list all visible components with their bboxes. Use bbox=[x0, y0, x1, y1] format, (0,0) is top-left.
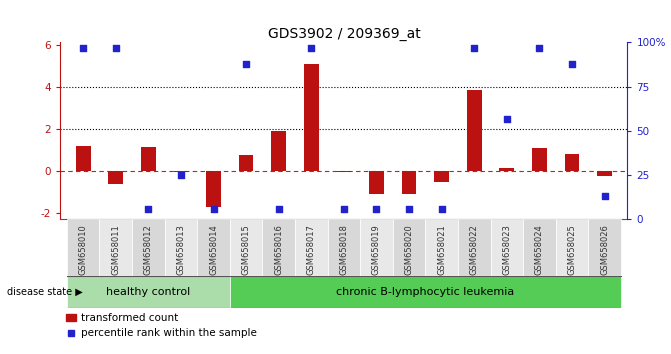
Point bbox=[404, 206, 415, 212]
Bar bbox=[141, 147, 156, 171]
Text: GSM658026: GSM658026 bbox=[600, 224, 609, 275]
Bar bbox=[360, 219, 393, 276]
Point bbox=[566, 61, 577, 67]
Text: GSM658018: GSM658018 bbox=[340, 224, 348, 275]
Bar bbox=[523, 219, 556, 276]
Bar bbox=[369, 171, 384, 194]
Bar bbox=[99, 219, 132, 276]
Point bbox=[501, 116, 512, 121]
Text: GSM658016: GSM658016 bbox=[274, 224, 283, 275]
Text: GSM658021: GSM658021 bbox=[437, 224, 446, 275]
Bar bbox=[393, 219, 425, 276]
Bar bbox=[230, 219, 262, 276]
Bar bbox=[67, 276, 230, 308]
Bar bbox=[402, 171, 417, 194]
Point bbox=[469, 45, 480, 51]
Bar bbox=[174, 171, 189, 172]
Bar bbox=[239, 155, 254, 171]
Bar bbox=[327, 219, 360, 276]
Bar bbox=[565, 154, 579, 171]
Text: GSM658011: GSM658011 bbox=[111, 224, 120, 275]
Point bbox=[599, 194, 610, 199]
Text: GSM658013: GSM658013 bbox=[176, 224, 185, 275]
Point bbox=[143, 206, 154, 212]
Text: GSM658010: GSM658010 bbox=[79, 224, 88, 275]
Bar bbox=[337, 171, 351, 172]
Title: GDS3902 / 209369_at: GDS3902 / 209369_at bbox=[268, 28, 420, 41]
Bar bbox=[197, 219, 230, 276]
Bar bbox=[132, 219, 164, 276]
Text: disease state ▶: disease state ▶ bbox=[7, 287, 83, 297]
Bar bbox=[425, 219, 458, 276]
Text: GSM658025: GSM658025 bbox=[568, 224, 576, 275]
Bar bbox=[109, 171, 123, 184]
Bar bbox=[491, 219, 523, 276]
Point bbox=[273, 206, 284, 212]
Bar bbox=[556, 219, 588, 276]
Text: GSM658023: GSM658023 bbox=[503, 224, 511, 275]
Bar bbox=[304, 64, 319, 171]
Bar bbox=[230, 276, 621, 308]
Text: GSM658012: GSM658012 bbox=[144, 224, 153, 275]
Text: GSM658022: GSM658022 bbox=[470, 224, 478, 275]
Bar bbox=[76, 146, 91, 171]
Point bbox=[111, 45, 121, 51]
Bar bbox=[467, 90, 482, 171]
Point bbox=[208, 206, 219, 212]
Bar bbox=[67, 219, 99, 276]
Text: GSM658014: GSM658014 bbox=[209, 224, 218, 275]
Text: chronic B-lymphocytic leukemia: chronic B-lymphocytic leukemia bbox=[336, 287, 515, 297]
Point bbox=[241, 61, 252, 67]
Bar bbox=[597, 171, 612, 176]
Point bbox=[306, 45, 317, 51]
Bar bbox=[262, 219, 295, 276]
Point bbox=[176, 172, 187, 178]
Text: GSM658020: GSM658020 bbox=[405, 224, 413, 275]
Bar bbox=[206, 171, 221, 207]
Bar bbox=[588, 219, 621, 276]
Text: GSM658019: GSM658019 bbox=[372, 224, 381, 275]
Point bbox=[339, 206, 350, 212]
Bar bbox=[295, 219, 327, 276]
Text: healthy control: healthy control bbox=[106, 287, 191, 297]
Text: GSM658017: GSM658017 bbox=[307, 224, 316, 275]
Bar bbox=[458, 219, 491, 276]
Bar bbox=[532, 148, 547, 171]
Bar bbox=[164, 219, 197, 276]
Bar bbox=[499, 169, 514, 171]
Text: GSM658015: GSM658015 bbox=[242, 224, 251, 275]
Point bbox=[78, 45, 89, 51]
Point bbox=[436, 206, 447, 212]
Legend: transformed count, percentile rank within the sample: transformed count, percentile rank withi… bbox=[66, 313, 257, 338]
Bar bbox=[434, 171, 449, 182]
Point bbox=[371, 206, 382, 212]
Point bbox=[534, 45, 545, 51]
Text: GSM658024: GSM658024 bbox=[535, 224, 544, 275]
Bar bbox=[271, 131, 286, 171]
